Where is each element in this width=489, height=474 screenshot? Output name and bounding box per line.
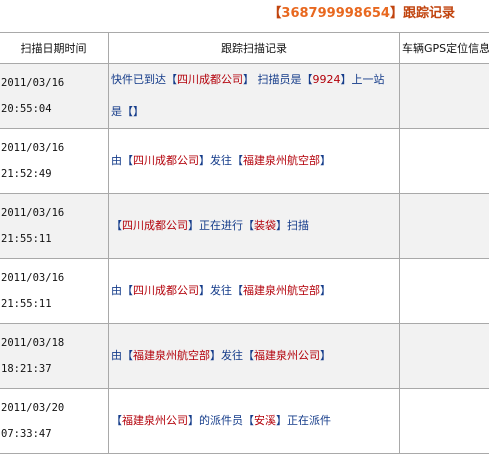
- highlight-text: 装袋: [254, 219, 276, 232]
- highlight-text: 福建泉州航空部: [243, 154, 320, 167]
- record-text: 】扫描: [276, 219, 309, 232]
- highlight-text: 9924: [312, 73, 341, 86]
- record-text: 【: [122, 105, 133, 118]
- table-row: 2011/03/18 18:21:37 由【福建泉州航空部】发往【福建泉州公司】: [0, 323, 489, 389]
- record-text: 【: [243, 414, 254, 427]
- gps-info-cell: [399, 258, 489, 324]
- scan-record-cell: 由【四川成都公司】发往【福建泉州航空部】: [108, 128, 400, 194]
- highlight-text: 四川成都公司: [133, 284, 199, 297]
- record-text: 由: [111, 154, 122, 167]
- bracket-open: 【: [268, 6, 282, 21]
- record-text: 【: [301, 73, 313, 86]
- scan-datetime-cell: 2011/03/20 07:33:47: [0, 388, 109, 454]
- record-text: 】发往: [199, 284, 232, 297]
- record-text: 【: [122, 349, 133, 362]
- record-text: 【: [232, 154, 243, 167]
- record-text: 【: [232, 284, 243, 297]
- record-text: 】发往: [210, 349, 243, 362]
- scan-date: 2011/03/16: [1, 77, 65, 89]
- scan-time: 21:52:49: [1, 168, 52, 180]
- scan-time: 07:33:47: [1, 428, 52, 440]
- scan-time: 20:55:04: [1, 103, 52, 115]
- scan-date: 2011/03/16: [1, 272, 65, 284]
- scan-date: 2011/03/18: [1, 337, 65, 349]
- scan-record-cell: 【福建泉州公司】的派件员【安溪】正在派件: [108, 388, 400, 454]
- tracking-title-text: 跟踪记录: [402, 6, 455, 21]
- scan-datetime-cell: 2011/03/16 21:55:11: [0, 258, 109, 324]
- gps-info-cell: [399, 388, 489, 454]
- scan-date: 2011/03/16: [1, 207, 65, 219]
- record-text: 【: [111, 414, 122, 427]
- scan-time: 18:21:37: [1, 363, 52, 375]
- record-text: 】上一站是: [111, 73, 385, 118]
- scan-time: 21:55:11: [1, 298, 52, 310]
- record-text: 【: [243, 349, 254, 362]
- record-text: 】正在进行: [188, 219, 243, 232]
- record-text: 由: [111, 284, 122, 297]
- tracking-table: 扫描日期时间 跟踪扫描记录 车辆GPS定位信息 2011/03/16 20:55:…: [0, 32, 489, 454]
- scan-datetime-cell: 2011/03/18 18:21:37: [0, 323, 109, 389]
- highlight-text: 福建泉州公司: [122, 414, 188, 427]
- record-text: 】: [320, 284, 331, 297]
- scan-record-cell: 【四川成都公司】正在进行【装袋】扫描: [108, 193, 400, 259]
- bracket-close: 】: [389, 6, 403, 21]
- record-text: 【: [122, 154, 133, 167]
- record-text: 】 扫描员是: [243, 73, 302, 86]
- highlight-text: 安溪: [254, 414, 276, 427]
- table-header-row: 扫描日期时间 跟踪扫描记录 车辆GPS定位信息: [0, 32, 489, 64]
- scan-record-cell: 由【福建泉州航空部】发往【福建泉州公司】: [108, 323, 400, 389]
- record-text: 】正在派件: [276, 414, 331, 427]
- highlight-text: 四川成都公司: [133, 154, 199, 167]
- table-row: 2011/03/16 20:55:04 快件已到达【四川成都公司】 扫描员是【992…: [0, 63, 489, 129]
- header-gps-info: 车辆GPS定位信息: [399, 32, 489, 64]
- scan-time: 21:55:11: [1, 233, 52, 245]
- scan-datetime-cell: 2011/03/16 21:52:49: [0, 128, 109, 194]
- record-text: 【: [122, 284, 133, 297]
- highlight-text: 四川成都公司: [122, 219, 188, 232]
- scan-datetime-cell: 2011/03/16 20:55:04: [0, 63, 109, 129]
- record-text: 】的派件员: [188, 414, 243, 427]
- scan-record-cell: 由【四川成都公司】发往【福建泉州航空部】: [108, 258, 400, 324]
- record-text: 】: [320, 154, 331, 167]
- table-row: 2011/03/16 21:55:11 由【四川成都公司】发往【福建泉州航空部】: [0, 258, 489, 324]
- gps-info-cell: [399, 193, 489, 259]
- gps-info-cell: [399, 323, 489, 389]
- record-text: 【: [243, 219, 254, 232]
- highlight-text: 福建泉州航空部: [133, 349, 210, 362]
- waybill-number: 368799998654: [281, 6, 390, 21]
- record-text: 】: [133, 105, 144, 118]
- header-scan-record: 跟踪扫描记录: [108, 32, 400, 64]
- highlight-text: 福建泉州公司: [254, 349, 320, 362]
- highlight-text: 福建泉州航空部: [243, 284, 320, 297]
- record-text: 【: [166, 73, 177, 86]
- scan-date: 2011/03/16: [1, 142, 65, 154]
- header-scan-datetime: 扫描日期时间: [0, 32, 109, 64]
- table-body: 2011/03/16 20:55:04 快件已到达【四川成都公司】 扫描员是【992…: [0, 63, 489, 454]
- highlight-text: 四川成都公司: [177, 73, 243, 86]
- record-text: 快件已到达: [111, 73, 166, 86]
- table-row: 2011/03/20 07:33:47 【福建泉州公司】的派件员【安溪】正在派件: [0, 388, 489, 454]
- tracking-title: 【368799998654】跟踪记录: [0, 0, 489, 30]
- scan-date: 2011/03/20: [1, 402, 65, 414]
- gps-info-cell: [399, 128, 489, 194]
- table-row: 2011/03/16 21:52:49 由【四川成都公司】发往【福建泉州航空部】: [0, 128, 489, 194]
- record-text: 】: [320, 349, 331, 362]
- record-text: 【: [111, 219, 122, 232]
- table-row: 2011/03/16 21:55:11 【四川成都公司】正在进行【装袋】扫描: [0, 193, 489, 259]
- record-text: 由: [111, 349, 122, 362]
- gps-info-cell: [399, 63, 489, 129]
- scan-record-cell: 快件已到达【四川成都公司】 扫描员是【9924】上一站是【】: [108, 63, 400, 129]
- record-text: 】发往: [199, 154, 232, 167]
- scan-datetime-cell: 2011/03/16 21:55:11: [0, 193, 109, 259]
